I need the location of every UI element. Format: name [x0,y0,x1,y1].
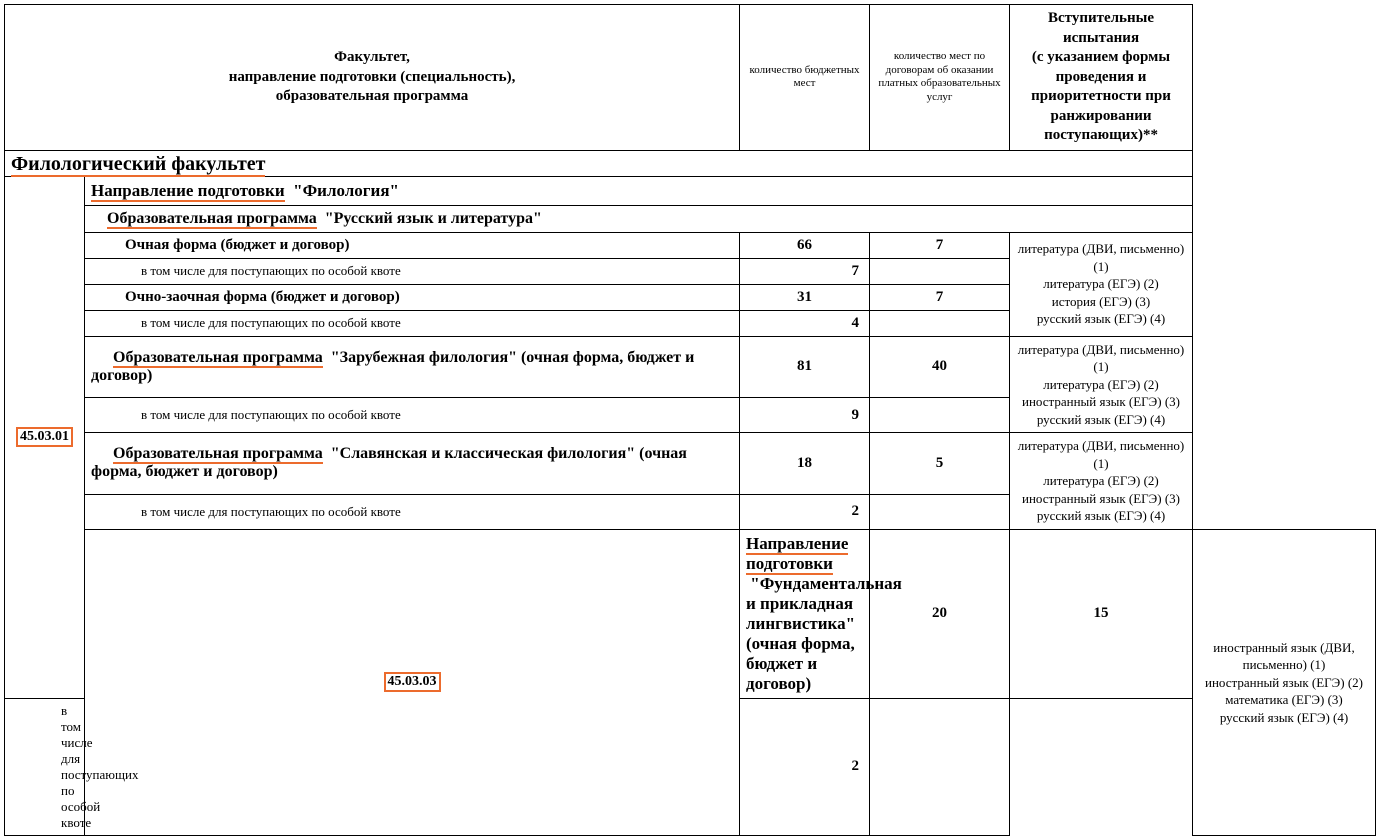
table-row: Образовательная программа "Русский язык … [5,205,1376,232]
col-header-faculty: Факультет, направление подготовки (специ… [5,5,740,151]
budget-places: 20 [870,529,1010,698]
admissions-table: Факультет, направление подготовки (специ… [4,4,1376,836]
direction-code: 45.03.03 [384,672,441,692]
entrance-exams: иностранный язык (ДВИ, письменно) (1) ин… [1193,529,1376,835]
table-row: Образовательная программа "Зарубежная фи… [5,336,1376,397]
budget-places: 66 [740,232,870,258]
entrance-exams: литература (ДВИ, письменно) (1) литерату… [1010,232,1193,336]
paid-places: 40 [870,336,1010,397]
quota-label: в том числе для поступающих по особой кв… [85,258,740,284]
program-title: Образовательная программа "Славянская и … [85,433,740,494]
direction-title: Направление подготовки "Филология" [85,176,1193,205]
table-row: Образовательная программа "Славянская и … [5,433,1376,494]
table-row: Очная форма (бюджет и договор) 66 7 лите… [5,232,1376,258]
budget-places: 81 [740,336,870,397]
header-row: Факультет, направление подготовки (специ… [5,5,1376,151]
entrance-exams: литература (ДВИ, письменно) (1) литерату… [1010,336,1193,433]
study-form: Очно-заочная форма (бюджет и договор) [85,284,740,310]
quota-paid [870,698,1010,835]
quota-paid [870,310,1010,336]
paid-places: 15 [1010,529,1193,698]
quota-label: в том числе для поступающих по особой кв… [5,698,85,835]
direction-code: 45.03.01 [16,427,73,447]
direction-title: Направление подготовки "Фундаментальная … [740,529,870,698]
quota-budget: 7 [740,258,870,284]
col-header-paid: количество мест по договорам об оказании… [870,5,1010,151]
study-form: Очная форма (бюджет и договор) [85,232,740,258]
table-row: 45.03.03 Направление подготовки "Фундаме… [5,529,1376,698]
paid-places: 7 [870,284,1010,310]
quota-budget: 2 [740,494,870,529]
faculty-title: Филологический факультет [11,153,265,177]
quota-paid [870,494,1010,529]
col-header-budget: количество бюджетных мест [740,5,870,151]
budget-places: 18 [740,433,870,494]
table-row: 45.03.01 Направление подготовки "Филолог… [5,176,1376,205]
quota-label: в том числе для поступающих по особой кв… [85,494,740,529]
quota-label: в том числе для поступающих по особой кв… [85,310,740,336]
faculty-row: Филологический факультет [5,150,1376,176]
budget-places: 31 [740,284,870,310]
program-title: Образовательная программа "Русский язык … [85,205,1193,232]
quota-paid [870,397,1010,432]
quota-budget: 9 [740,397,870,432]
direction-code-cell: 45.03.03 [85,529,740,835]
entrance-exams: литература (ДВИ, письменно) (1) литерату… [1010,433,1193,530]
paid-places: 7 [870,232,1010,258]
quota-budget: 2 [740,698,870,835]
quota-paid [870,258,1010,284]
quota-label: в том числе для поступающих по особой кв… [85,397,740,432]
col-header-exams: Вступительные испытания (с указанием фор… [1010,5,1193,151]
quota-budget: 4 [740,310,870,336]
paid-places: 5 [870,433,1010,494]
direction-code-cell: 45.03.01 [5,176,85,698]
program-title: Образовательная программа "Зарубежная фи… [85,336,740,397]
